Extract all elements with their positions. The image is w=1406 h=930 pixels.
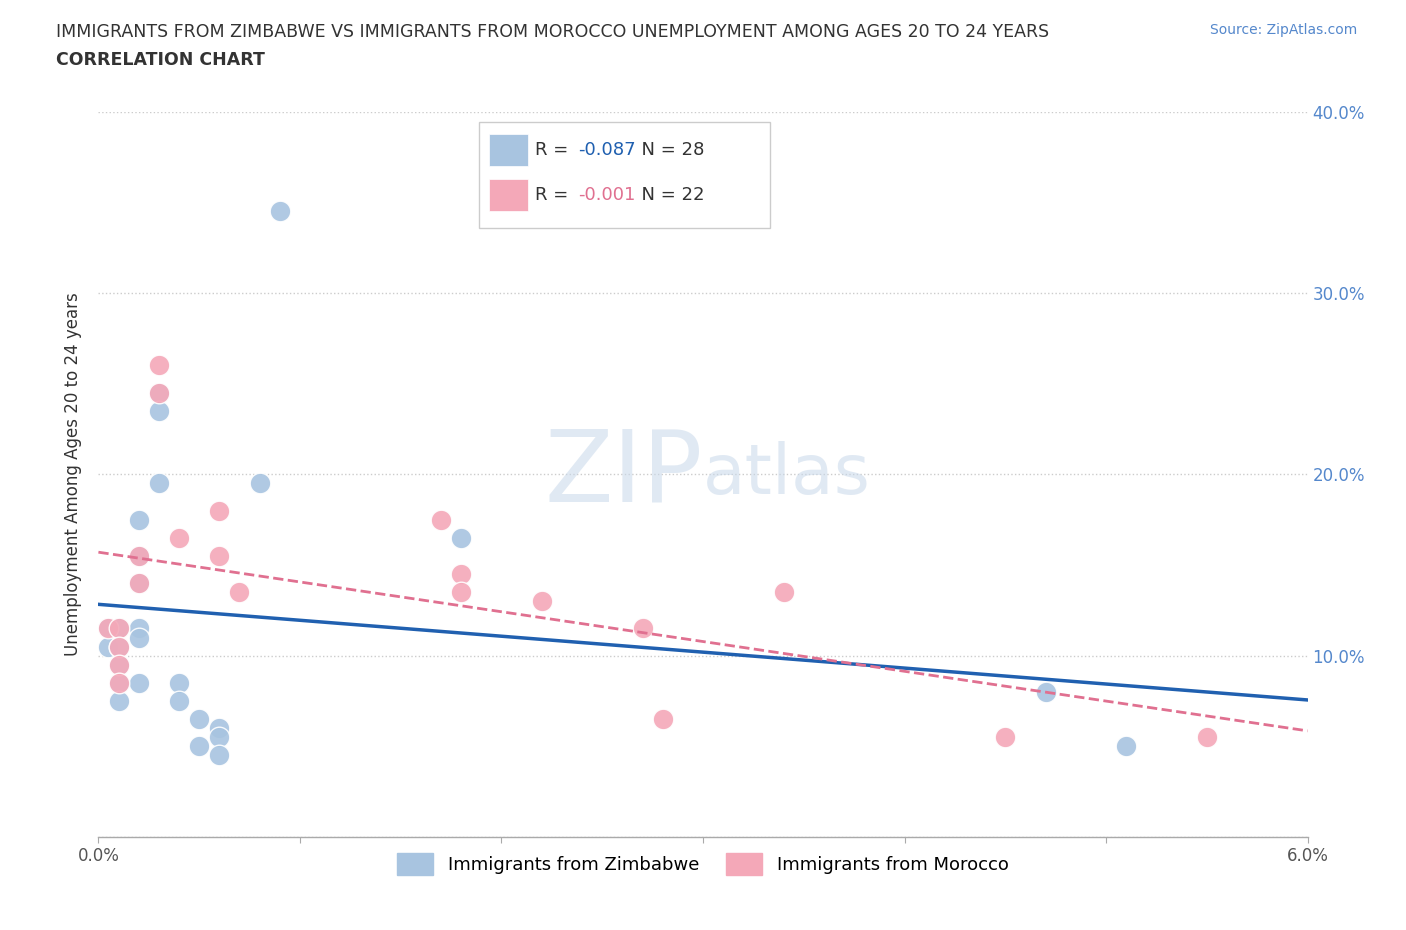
Point	[772, 585, 794, 600]
Point	[994, 730, 1017, 745]
Point	[97, 621, 120, 636]
FancyBboxPatch shape	[479, 123, 769, 228]
Point	[107, 621, 129, 636]
Legend: Immigrants from Zimbabwe, Immigrants from Morocco: Immigrants from Zimbabwe, Immigrants fro…	[389, 846, 1017, 883]
Point	[188, 711, 211, 726]
Point	[208, 549, 231, 564]
Point	[107, 621, 129, 636]
Point	[107, 675, 129, 690]
Text: R =: R =	[534, 186, 574, 204]
Point	[148, 385, 170, 400]
Point	[128, 576, 150, 591]
Point	[97, 621, 120, 636]
Point	[148, 385, 170, 400]
Text: CORRELATION CHART: CORRELATION CHART	[56, 51, 266, 69]
Point	[107, 639, 129, 654]
Point	[631, 621, 654, 636]
Point	[450, 566, 472, 581]
FancyBboxPatch shape	[489, 179, 527, 211]
Point	[530, 594, 553, 609]
Point	[651, 711, 673, 726]
Point	[430, 512, 453, 527]
Text: atlas: atlas	[703, 441, 870, 508]
Text: Source: ZipAtlas.com: Source: ZipAtlas.com	[1209, 23, 1357, 37]
Point	[228, 585, 250, 600]
Text: IMMIGRANTS FROM ZIMBABWE VS IMMIGRANTS FROM MOROCCO UNEMPLOYMENT AMONG AGES 20 T: IMMIGRANTS FROM ZIMBABWE VS IMMIGRANTS F…	[56, 23, 1049, 41]
Point	[208, 748, 231, 763]
Point	[128, 549, 150, 564]
Point	[128, 576, 150, 591]
Y-axis label: Unemployment Among Ages 20 to 24 years: Unemployment Among Ages 20 to 24 years	[65, 292, 83, 657]
Point	[450, 530, 472, 545]
Point	[269, 204, 291, 219]
Text: N = 28: N = 28	[630, 141, 704, 159]
Point	[148, 476, 170, 491]
Point	[1195, 730, 1218, 745]
Point	[128, 621, 150, 636]
Text: -0.001: -0.001	[578, 186, 636, 204]
Point	[208, 721, 231, 736]
Point	[128, 549, 150, 564]
Point	[107, 658, 129, 672]
Point	[128, 631, 150, 645]
Point	[107, 694, 129, 709]
Point	[188, 738, 211, 753]
Text: R =: R =	[534, 141, 574, 159]
Text: -0.087: -0.087	[578, 141, 636, 159]
Point	[167, 530, 190, 545]
Text: N = 22: N = 22	[630, 186, 704, 204]
Point	[148, 404, 170, 418]
Point	[208, 730, 231, 745]
Point	[167, 675, 190, 690]
Point	[128, 512, 150, 527]
Point	[107, 639, 129, 654]
Point	[97, 639, 120, 654]
Point	[128, 675, 150, 690]
Point	[107, 658, 129, 672]
Point	[208, 503, 231, 518]
FancyBboxPatch shape	[489, 134, 527, 166]
Point	[1035, 684, 1057, 699]
Point	[148, 358, 170, 373]
Point	[450, 585, 472, 600]
Point	[107, 675, 129, 690]
Point	[167, 694, 190, 709]
Text: ZIP: ZIP	[544, 426, 703, 523]
Point	[1115, 738, 1137, 753]
Point	[249, 476, 271, 491]
